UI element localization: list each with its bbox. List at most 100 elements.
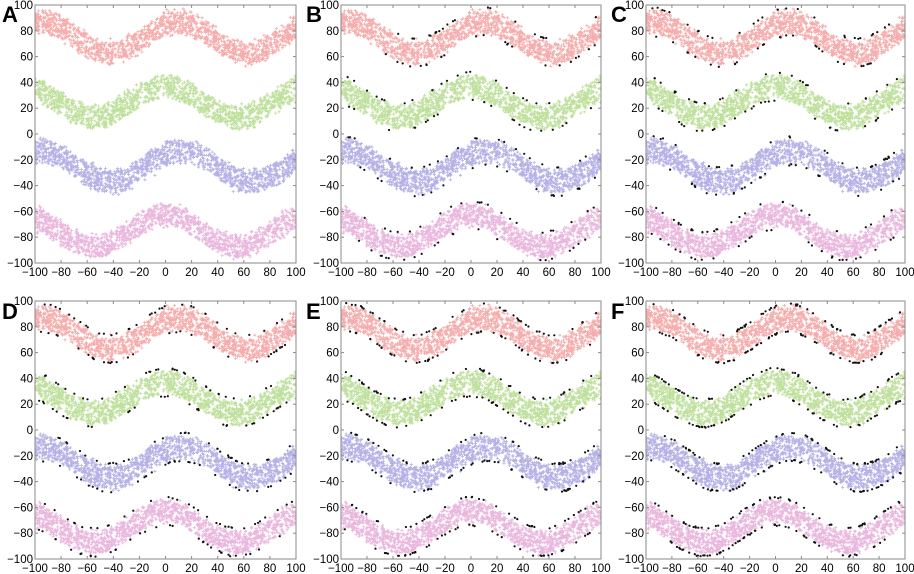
selected-point [521, 348, 524, 351]
selected-point [858, 424, 861, 427]
selected-point [682, 521, 685, 525]
x-tick-label: 40 [821, 267, 834, 279]
selected-point [524, 422, 527, 425]
selected-point [594, 16, 598, 19]
selected-point [774, 304, 778, 307]
selected-point [256, 360, 259, 363]
selected-point [80, 478, 83, 481]
selected-point [365, 512, 368, 515]
selected-point [424, 120, 427, 123]
selected-point [832, 353, 835, 356]
x-tick-label: 80 [264, 267, 277, 279]
selected-point [689, 449, 692, 452]
selected-point [222, 423, 225, 426]
selected-point [480, 432, 483, 435]
selected-point [831, 255, 834, 258]
scatter-layer [341, 7, 601, 261]
selected-point [423, 518, 426, 521]
selected-point [828, 126, 832, 129]
selected-point [723, 522, 726, 525]
selected-point [434, 327, 437, 330]
selected-point [879, 541, 882, 545]
selected-point [695, 129, 698, 132]
selected-point [462, 309, 465, 312]
selected-point [751, 449, 754, 452]
selected-point [452, 371, 455, 374]
selected-point [487, 399, 490, 402]
selected-point [254, 522, 257, 526]
selected-point [814, 44, 817, 47]
selected-point [897, 500, 900, 503]
selected-point [791, 204, 794, 207]
selected-point [535, 330, 538, 333]
selected-point [114, 548, 117, 552]
y-tick-label: 60 [20, 348, 33, 360]
selected-point [496, 165, 499, 168]
selected-point [389, 157, 392, 160]
series-band-2 [341, 369, 601, 428]
selected-point [552, 361, 555, 364]
y-tick-label: −20 [319, 155, 339, 167]
selected-point [197, 509, 200, 512]
selected-point [592, 206, 595, 209]
selected-point [537, 457, 540, 460]
selected-point [462, 466, 465, 469]
x-tick-label: −20 [435, 563, 455, 574]
selected-point [519, 420, 522, 423]
selected-point [889, 238, 892, 241]
selected-point [586, 210, 589, 213]
selected-point [443, 506, 447, 509]
selected-point [383, 320, 386, 323]
selected-point [584, 507, 587, 510]
selected-point [727, 547, 731, 550]
x-tick-label: 0 [772, 267, 778, 279]
selected-point [438, 30, 441, 33]
x-tick-label: −40 [104, 563, 124, 574]
selected-point [451, 315, 454, 318]
x-tick-label: 80 [873, 267, 886, 279]
selected-point [741, 484, 744, 487]
selected-point [528, 157, 531, 160]
selected-point [848, 360, 851, 363]
selected-point [790, 163, 793, 166]
selected-point [778, 461, 781, 464]
scatter-points [646, 432, 905, 493]
selected-point [380, 179, 383, 183]
selected-point [478, 367, 482, 370]
selected-point [482, 302, 485, 305]
selected-point [513, 545, 516, 548]
selected-point [560, 194, 563, 197]
selected-point [754, 529, 757, 532]
selected-point [563, 419, 566, 422]
selected-point [285, 503, 288, 506]
selected-point [582, 480, 585, 483]
selected-point [749, 403, 753, 406]
selected-points-layer [343, 302, 598, 558]
selected-point [764, 73, 768, 76]
selected-point [651, 7, 654, 10]
selected-point [115, 462, 118, 465]
selected-point [706, 488, 710, 491]
selected-point [830, 352, 833, 355]
selected-point [206, 543, 209, 546]
selected-point [512, 440, 515, 443]
selected-point [682, 548, 685, 551]
selected-point [550, 194, 553, 197]
selected-point [891, 108, 894, 111]
selected-point [544, 64, 547, 67]
selected-point [148, 370, 151, 373]
selected-point [98, 332, 101, 335]
selected-point [691, 229, 694, 232]
selected-point [871, 488, 874, 491]
y-tick-label: 40 [631, 77, 644, 89]
selected-point [454, 398, 457, 401]
selected-point [355, 506, 358, 510]
selected-point [843, 36, 847, 39]
selected-point [54, 305, 57, 309]
selected-point [42, 460, 45, 463]
selected-point [510, 468, 513, 471]
selected-point [663, 9, 666, 12]
selected-point [850, 333, 854, 336]
selected-point [225, 424, 229, 427]
selected-point [584, 451, 587, 454]
